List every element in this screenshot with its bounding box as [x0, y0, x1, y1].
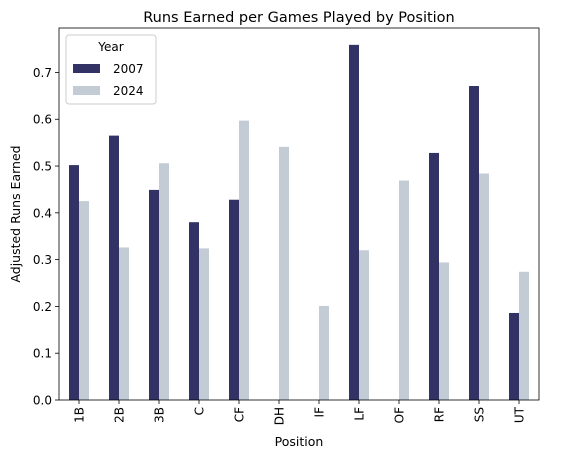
bar-2007-LF: [349, 44, 359, 400]
y-tick-label: 0.0: [33, 394, 52, 408]
y-tick-label: 0.7: [33, 66, 52, 80]
bar-2024-CF: [239, 120, 249, 401]
plot-frame: [58, 27, 540, 401]
bar-2007-C: [189, 222, 199, 400]
bars-group: [69, 44, 529, 401]
bar-2007-UT: [509, 312, 519, 400]
x-axis-label: Position: [275, 434, 324, 449]
x-tick-label: RF: [433, 407, 447, 422]
x-tick-label: 1B: [73, 407, 87, 423]
bar-2024-IF: [319, 305, 329, 400]
bar-2024-3B: [159, 163, 169, 400]
bar-2007-SS: [469, 86, 479, 401]
legend-title: Year: [97, 40, 123, 54]
legend-label-2007: 2007: [113, 62, 144, 76]
y-tick-label: 0.1: [33, 347, 52, 361]
x-tick-label: 3B: [153, 407, 167, 423]
x-tick-label: IF: [313, 407, 327, 418]
y-axis-ticks: 0.0 0.1 0.2 0.3 0.4 0.5 0.6 0.7: [33, 66, 59, 408]
legend-swatch-2024: [73, 86, 100, 95]
y-axis-label: Adjusted Runs Earned: [8, 145, 23, 282]
bar-2007-RF: [429, 152, 439, 400]
x-tick-label: LF: [353, 407, 367, 421]
x-tick-label: OF: [393, 407, 407, 423]
y-tick-label: 0.3: [33, 253, 52, 267]
bar-2024-C: [199, 248, 209, 400]
y-tick-label: 0.5: [33, 160, 52, 174]
x-tick-label: UT: [513, 406, 527, 423]
legend-swatch-2007: [73, 64, 100, 73]
y-tick-label: 0.2: [33, 300, 52, 314]
bar-2024-UT: [519, 271, 529, 400]
x-tick-label: DH: [273, 407, 287, 425]
x-axis-ticks: 1B 2B 3B C CF DH IF LF OF RF SS UT: [73, 400, 527, 425]
bar-2024-LF: [359, 250, 369, 400]
chart-title: Runs Earned per Games Played by Position: [143, 10, 455, 26]
bar-2024-SS: [479, 173, 489, 400]
x-tick-label: 2B: [113, 407, 127, 423]
bar-2007-CF: [229, 199, 239, 400]
y-tick-label: 0.6: [33, 113, 52, 127]
bar-2007-2B: [109, 135, 119, 400]
x-tick-label: C: [193, 407, 207, 415]
y-tick-label: 0.4: [33, 206, 52, 220]
x-tick-label: SS: [473, 407, 487, 422]
bar-2007-1B: [69, 165, 79, 400]
legend-label-2024: 2024: [113, 84, 144, 98]
legend: Year 2007 2024: [65, 34, 157, 105]
bar-2007-3B: [149, 189, 159, 400]
bar-2024-1B: [79, 201, 89, 400]
bar-2024-RF: [439, 262, 449, 400]
bar-2024-2B: [119, 247, 129, 400]
bar-2024-OF: [399, 180, 409, 400]
bar-2024-DH: [279, 146, 289, 400]
x-tick-label: CF: [233, 407, 247, 422]
